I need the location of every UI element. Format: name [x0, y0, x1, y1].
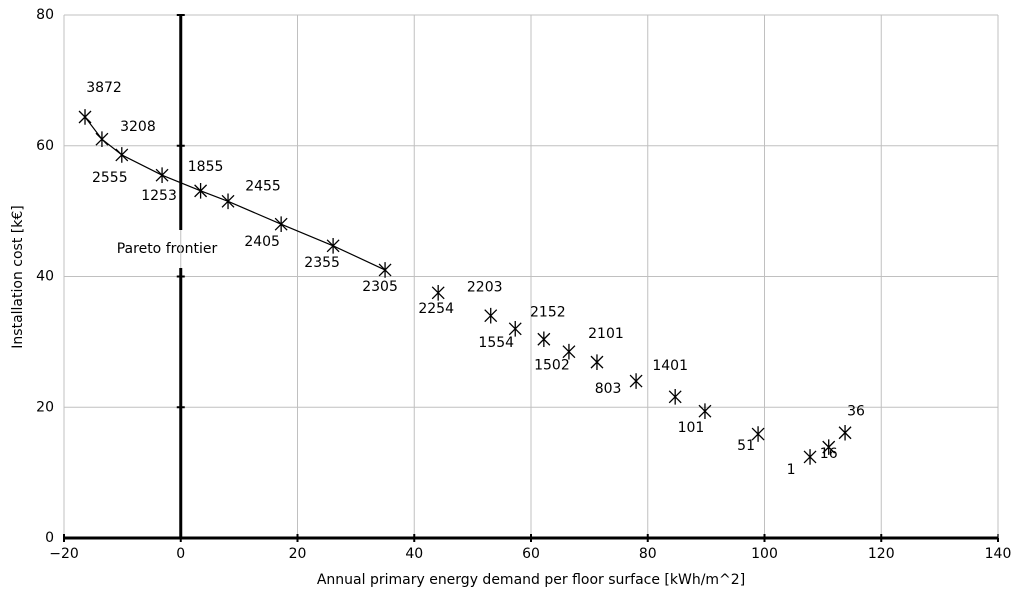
point-label: 36	[847, 404, 865, 420]
point	[378, 262, 392, 278]
x-tick-label: 20	[289, 546, 307, 562]
point	[508, 321, 522, 337]
point-label: 1	[787, 462, 796, 478]
y-axis-title: Installation cost [k€]	[10, 205, 26, 348]
x-tick-label: 80	[639, 546, 657, 562]
point	[484, 307, 498, 324]
x-tick-label: 40	[405, 546, 423, 562]
point-label: 3872	[86, 80, 122, 96]
x-tick-label: 60	[522, 546, 540, 562]
point	[698, 403, 712, 419]
y-tick-label: 0	[45, 530, 54, 546]
point	[668, 388, 682, 405]
y-tick-label: 20	[36, 399, 54, 415]
point	[590, 354, 604, 370]
point-label: 1502	[534, 358, 570, 374]
point-label: 1401	[652, 358, 688, 374]
x-tick-label: −20	[49, 546, 79, 562]
y-tick-label: 40	[36, 269, 54, 285]
point-label: 2101	[588, 326, 624, 342]
point-label: 2405	[244, 234, 280, 250]
y-tick-label: 60	[36, 138, 54, 154]
point	[326, 237, 340, 254]
point-label: 2152	[530, 304, 566, 320]
point	[803, 449, 817, 465]
point-label: 1554	[478, 335, 514, 351]
point-label: 16	[820, 446, 838, 462]
point	[838, 424, 852, 441]
point	[629, 373, 643, 389]
point	[562, 343, 576, 360]
point-label: 803	[595, 381, 622, 397]
point-label: 2555	[92, 170, 128, 186]
point	[822, 439, 836, 455]
point-label: 2203	[467, 280, 503, 296]
point-label: 2254	[418, 301, 454, 317]
point	[194, 183, 208, 199]
point	[221, 193, 235, 210]
point	[537, 331, 551, 348]
point	[115, 147, 129, 163]
annotation: Pareto frontier	[117, 241, 218, 257]
point	[78, 109, 92, 125]
point-label: 2355	[304, 255, 340, 271]
x-tick-label: 100	[751, 546, 778, 562]
point-label: 3208	[120, 119, 156, 135]
x-tick-label: 120	[868, 546, 895, 562]
point-label: 2455	[245, 178, 281, 194]
x-tick-label: 0	[176, 546, 185, 562]
y-tick-label: 80	[36, 7, 54, 23]
x-axis-title: Annual primary energy demand per floor s…	[317, 572, 745, 588]
point-label: 1253	[141, 188, 177, 204]
point	[431, 285, 445, 301]
x-tick-label: 140	[985, 546, 1012, 562]
point	[751, 426, 765, 442]
point	[95, 131, 109, 148]
point	[274, 216, 288, 232]
point-label: 1855	[188, 159, 224, 175]
point-label: 51	[737, 438, 755, 454]
point-label: 101	[678, 420, 705, 436]
point	[155, 167, 169, 183]
point-label: 2305	[362, 279, 398, 295]
